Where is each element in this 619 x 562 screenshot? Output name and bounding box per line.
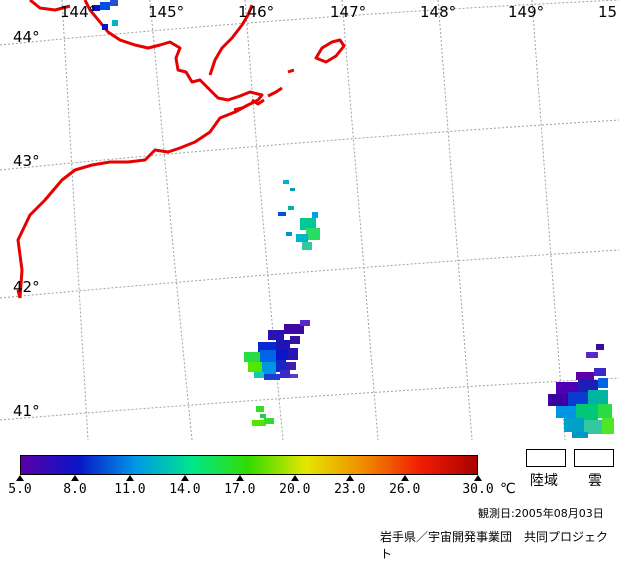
sst-patches bbox=[92, 0, 614, 438]
lon-label-150: 15 bbox=[598, 3, 618, 21]
lon-label-144: 144° bbox=[60, 3, 97, 21]
lat-label-42: 42° bbox=[13, 278, 40, 296]
shikotan-island bbox=[314, 38, 346, 64]
colorbar-tick-mark bbox=[70, 475, 79, 481]
lat-label-41: 41° bbox=[13, 402, 40, 420]
cloud-legend-label: 雲 bbox=[588, 473, 602, 489]
colorbar-tick-label: 20.0 bbox=[279, 482, 311, 497]
islet-a bbox=[287, 68, 295, 74]
lat-label-44: 44° bbox=[13, 28, 40, 46]
habomai-islets bbox=[251, 86, 283, 106]
colorbar-tick-mark bbox=[235, 475, 244, 481]
land-legend-label: 陸域 bbox=[530, 473, 558, 489]
lat-line-43 bbox=[0, 119, 619, 171]
colorbar-tick-label: 23.0 bbox=[334, 482, 366, 497]
lon-label-146: 146° bbox=[238, 3, 275, 21]
colorbar-tick-mark bbox=[125, 475, 134, 481]
lon-label-145: 145° bbox=[148, 3, 185, 21]
sst-patch-south bbox=[252, 406, 274, 426]
colorbar-tick-label: 11.0 bbox=[114, 482, 146, 497]
colorbar-tick-mark bbox=[400, 475, 409, 481]
shiretoko-peninsula bbox=[208, 4, 254, 76]
colorbar-tick-mark bbox=[16, 475, 24, 481]
colorbar-tick-label: 17.0 bbox=[224, 482, 256, 497]
lon-label-147: 147° bbox=[330, 3, 367, 21]
lon-label-148: 148° bbox=[420, 3, 457, 21]
coastline bbox=[16, 0, 346, 299]
lon-line-147 bbox=[341, 0, 379, 440]
colorbar-tick-label: 14.0 bbox=[169, 482, 201, 497]
lat-line-41 bbox=[0, 377, 619, 421]
islet-b bbox=[233, 106, 243, 112]
lon-line-148 bbox=[437, 0, 473, 440]
lon-label-149: 149° bbox=[508, 3, 545, 21]
hokkaido-east-coast bbox=[16, 0, 264, 299]
temperature-colorbar bbox=[20, 455, 478, 475]
lon-line-144 bbox=[61, 0, 89, 440]
sst-map bbox=[0, 0, 619, 440]
colorbar-tick-mark bbox=[180, 475, 189, 481]
sst-patch-central bbox=[244, 320, 310, 380]
coast-south-1 bbox=[16, 289, 22, 299]
unit-label: ℃ bbox=[500, 481, 516, 497]
kunashir-coast bbox=[29, 0, 71, 12]
lon-line-145 bbox=[149, 0, 193, 440]
colorbar-tick-mark bbox=[290, 475, 299, 481]
land-legend-box bbox=[526, 449, 566, 467]
lon-line-149 bbox=[531, 0, 566, 440]
sst-patch-central-north bbox=[278, 180, 320, 250]
colorbar-tick-mark bbox=[474, 475, 482, 481]
colorbar-tick-label: 5.0 bbox=[8, 482, 32, 497]
sst-patch-northwest bbox=[92, 0, 118, 30]
lat-line-44 bbox=[0, 0, 619, 46]
credit-text: 岩手県／宇宙開発事業団 共同プロジェクト bbox=[380, 530, 609, 561]
colorbar-tick-mark bbox=[345, 475, 354, 481]
sst-patch-southeast bbox=[548, 344, 614, 438]
cloud-legend-box bbox=[574, 449, 614, 467]
colorbar-tick-label: 26.0 bbox=[389, 482, 421, 497]
lat-label-43: 43° bbox=[13, 152, 40, 170]
lat-line-42 bbox=[0, 249, 619, 299]
colorbar-tick-label: 30.0 bbox=[462, 482, 494, 497]
colorbar-tick-label: 8.0 bbox=[63, 482, 87, 497]
observation-date: 観測日:2005年08月03日 bbox=[478, 507, 604, 520]
